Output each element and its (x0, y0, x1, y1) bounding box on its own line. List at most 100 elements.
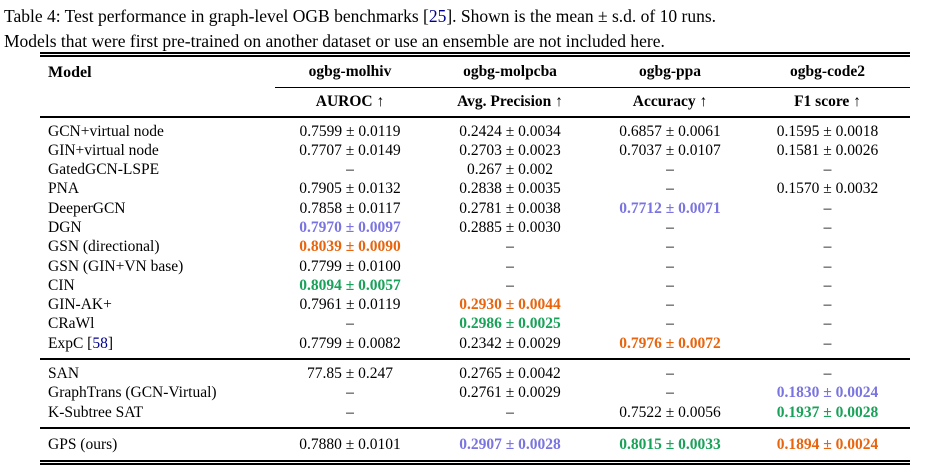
table-row: CIN 0.8094 ± 0.0057 – – – (40, 276, 910, 295)
metric-value: 0.7599 ± 0.0119 (299, 122, 401, 140)
citation-link[interactable]: 58 (92, 334, 108, 352)
metric-header-f1-score: F1 score ↑ (794, 92, 861, 110)
metric-value: – (346, 384, 354, 402)
metric-value: – (823, 276, 832, 294)
metric-value: – (823, 334, 832, 352)
table-row: SAN 77.85 ± 0.247 0.2765 ± 0.0042 – – (40, 359, 910, 383)
metric-value: – (506, 238, 514, 256)
metric-value: – (666, 276, 674, 294)
metric-value: – (666, 296, 674, 314)
caption-text-line2: Models that were first pre-trained on an… (4, 31, 665, 51)
model-name: PNA (48, 180, 80, 198)
metric-value: 0.7799 ± 0.0100 (299, 257, 401, 275)
metric-value: 0.2342 ± 0.0029 (459, 334, 561, 352)
metric-header-accuracy: Accuracy ↑ (632, 92, 708, 110)
column-header-ogbg-ppa: ogbg-ppa (595, 54, 745, 88)
table-caption: Table 4: Test performance in graph-level… (4, 4, 926, 54)
metric-value: 0.7522 ± 0.0056 (619, 403, 721, 421)
column-header-ogbg-code2: ogbg-code2 (745, 54, 910, 88)
caption-text-post: ]. Shown is the mean ± s.d. of 10 runs. (446, 6, 717, 26)
metric-value: 0.2838 ± 0.0035 (459, 180, 561, 198)
metric-header-avg-precision: Avg. Precision ↑ (457, 92, 563, 110)
metric-value: 0.7905 ± 0.0132 (299, 180, 401, 198)
metric-value: 0.7880 ± 0.0101 (299, 435, 401, 453)
metric-value: – (346, 161, 354, 179)
table-row: GIN-AK+ 0.7961 ± 0.0119 0.2930 ± 0.0044 – – (40, 295, 910, 314)
table-row: GraphTrans (GCN-Virtual) – 0.2761 ± 0.0029… (40, 383, 910, 402)
metric-value-rank-third: 0.2907 ± 0.0028 (459, 435, 561, 453)
model-name: GSN (GIN+VN base) (48, 257, 184, 275)
metric-header-auroc: AUROC ↑ (315, 92, 385, 110)
column-header-ogbg-molhiv: ogbg-molhiv (275, 54, 425, 88)
metric-value-rank-first: 0.2986 ± 0.0025 (459, 315, 561, 333)
metric-value: – (666, 365, 674, 383)
table-row: GatedGCN-LSPE – 0.267 ± 0.002 – – (40, 160, 910, 179)
table-row: PNA 0.7905 ± 0.0132 0.2838 ± 0.0035 – 0.1570… (40, 179, 910, 198)
caption-text-pre: Table 4: Test performance in graph-level… (4, 6, 429, 26)
metric-value: – (823, 257, 832, 275)
column-header-model: Model (48, 64, 92, 81)
metric-value: – (666, 218, 674, 236)
metric-value: 0.2424 ± 0.0034 (459, 122, 561, 140)
metric-value-rank-third: 0.7712 ± 0.0071 (619, 199, 721, 217)
model-name: GIN-AK+ (48, 296, 112, 314)
table-row: CRaWl – 0.2986 ± 0.0025 – – (40, 314, 910, 333)
metric-value: – (666, 257, 674, 275)
metric-value: 0.7707 ± 0.0149 (299, 141, 401, 159)
model-name: CRaWl (48, 315, 95, 333)
metric-value: 0.7799 ± 0.0082 (299, 334, 401, 352)
metric-value: – (666, 315, 674, 333)
metric-value: 77.85 ± 0.247 (306, 365, 393, 383)
metric-value: – (666, 384, 674, 402)
metric-value: – (823, 218, 832, 236)
metric-value: 0.7037 ± 0.0107 (619, 141, 721, 159)
table-row: GIN+virtual node 0.7707 ± 0.0149 0.2703 ± … (40, 141, 910, 160)
metric-value: – (823, 365, 832, 383)
metric-value-rank-third: 0.1830 ± 0.0024 (776, 384, 879, 402)
metric-value: 0.1581 ± 0.0026 (776, 141, 879, 159)
table-section-3: GPS (ours) 0.7880 ± 0.0101 0.2907 ± 0.0028… (40, 427, 910, 463)
metric-value-rank-second: 0.7976 ± 0.0072 (619, 334, 721, 352)
table-row: GSN (directional) 0.8039 ± 0.0090 – – – (40, 237, 910, 256)
metric-value: 0.267 ± 0.002 (466, 161, 553, 179)
model-name: ExpC [58] (48, 334, 114, 352)
metric-value-rank-third: 0.7970 ± 0.0097 (299, 218, 401, 236)
table-section-1: GCN+virtual node 0.7599 ± 0.0119 0.2424 ± … (40, 117, 910, 360)
metric-value: – (823, 161, 832, 179)
metric-value: – (823, 315, 832, 333)
metric-value: – (823, 238, 832, 256)
metric-value-rank-second: 0.2930 ± 0.0044 (459, 296, 561, 314)
model-name: K-Subtree SAT (48, 403, 144, 421)
metric-value: 0.2885 ± 0.0030 (459, 218, 561, 236)
model-name: DeeperGCN (48, 199, 126, 217)
model-name: GPS (ours) (48, 435, 118, 453)
metric-value: 0.1595 ± 0.0018 (776, 122, 879, 140)
metric-value: 0.2703 ± 0.0023 (459, 141, 561, 159)
model-name: GatedGCN-LSPE (48, 161, 160, 179)
metric-value-rank-second: 0.1894 ± 0.0024 (776, 435, 879, 453)
table-section-2: SAN 77.85 ± 0.247 0.2765 ± 0.0042– – GraphTr… (40, 359, 910, 428)
table-row: GCN+virtual node 0.7599 ± 0.0119 0.2424 ± … (40, 117, 910, 141)
results-table: Model ogbg-molhiv ogbg-molpcba ogbg-ppa … (40, 52, 910, 466)
table-row: K-Subtree SAT – – 0.7522 ± 0.0056 0.1937 ± 0… (40, 403, 910, 428)
metric-value: 0.2765 ± 0.0042 (459, 365, 561, 383)
model-name: DGN (48, 218, 82, 236)
metric-value: – (506, 276, 514, 294)
column-header-ogbg-molpcba: ogbg-molpcba (425, 54, 595, 88)
table-row: DeeperGCN 0.7858 ± 0.0117 0.2781 ± 0.0038 0… (40, 199, 910, 218)
metric-value: 0.2761 ± 0.0029 (459, 384, 561, 402)
metric-value: – (346, 315, 354, 333)
metric-value: – (823, 199, 832, 217)
metric-value-rank-first: 0.8094 ± 0.0057 (299, 276, 401, 294)
metric-value: 0.7858 ± 0.0117 (299, 199, 401, 217)
caption-citation-link[interactable]: 25 (428, 6, 447, 26)
model-name: CIN (48, 276, 75, 294)
model-name: GraphTrans (GCN-Virtual) (48, 384, 217, 402)
metric-value: – (666, 180, 674, 198)
metric-value: – (666, 161, 674, 179)
metric-value: 0.2781 ± 0.0038 (459, 199, 561, 217)
table-container: Model ogbg-molhiv ogbg-molpcba ogbg-ppa … (40, 52, 910, 466)
table-header: Model ogbg-molhiv ogbg-molpcba ogbg-ppa … (40, 54, 910, 117)
model-name: GIN+virtual node (48, 141, 159, 159)
metric-value: 0.6857 ± 0.0061 (619, 122, 721, 140)
